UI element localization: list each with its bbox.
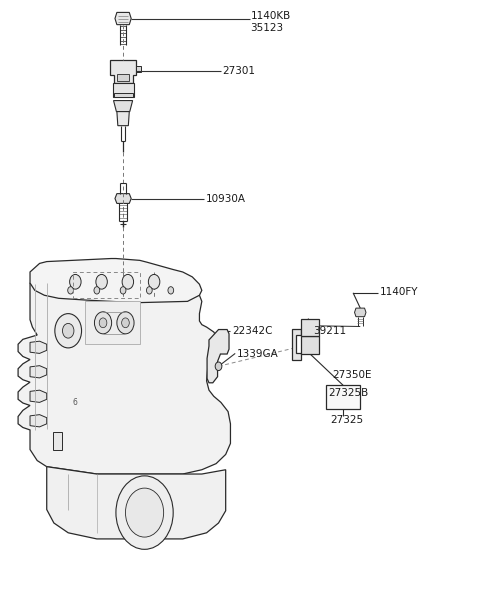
Circle shape [120, 287, 126, 294]
Text: 27350E: 27350E [332, 370, 372, 380]
Polygon shape [18, 283, 230, 474]
Polygon shape [30, 415, 47, 427]
Polygon shape [113, 84, 133, 97]
Text: 22342C: 22342C [232, 326, 272, 336]
Circle shape [94, 287, 100, 294]
Text: 6: 6 [73, 398, 78, 407]
Bar [301, 336, 319, 354]
Circle shape [168, 287, 174, 294]
Polygon shape [110, 60, 136, 84]
Text: 27301: 27301 [222, 66, 255, 76]
Circle shape [215, 362, 222, 371]
Polygon shape [117, 111, 129, 125]
Circle shape [116, 476, 173, 549]
Circle shape [117, 312, 134, 334]
Circle shape [148, 274, 160, 289]
Circle shape [95, 312, 112, 334]
Circle shape [96, 274, 108, 289]
Polygon shape [292, 329, 301, 360]
Polygon shape [207, 330, 229, 383]
Text: 1140FY: 1140FY [380, 287, 419, 296]
Text: 27325B: 27325B [328, 388, 368, 398]
Circle shape [121, 318, 129, 328]
Bar [114, 93, 132, 97]
Bar [53, 432, 61, 450]
Polygon shape [30, 390, 47, 402]
Polygon shape [115, 194, 131, 204]
Polygon shape [355, 308, 366, 317]
Circle shape [99, 318, 107, 328]
Circle shape [125, 488, 164, 537]
Circle shape [146, 287, 152, 294]
Text: 39211: 39211 [313, 326, 347, 336]
Polygon shape [47, 467, 226, 539]
Bar [117, 74, 129, 81]
Circle shape [70, 274, 81, 289]
Circle shape [55, 314, 82, 348]
Polygon shape [85, 301, 140, 344]
Polygon shape [115, 12, 131, 25]
Text: 27325: 27325 [331, 415, 364, 424]
Circle shape [62, 323, 74, 338]
Polygon shape [114, 101, 132, 111]
Bar [301, 319, 319, 336]
Polygon shape [30, 258, 202, 303]
Polygon shape [30, 366, 47, 378]
Circle shape [122, 274, 133, 289]
Bar [326, 385, 360, 408]
Polygon shape [136, 66, 141, 73]
Text: 1339GA: 1339GA [237, 349, 278, 359]
Polygon shape [30, 341, 47, 354]
Circle shape [68, 287, 73, 294]
Text: 1140KB
35123: 1140KB 35123 [251, 12, 291, 33]
Text: 10930A: 10930A [205, 194, 246, 204]
